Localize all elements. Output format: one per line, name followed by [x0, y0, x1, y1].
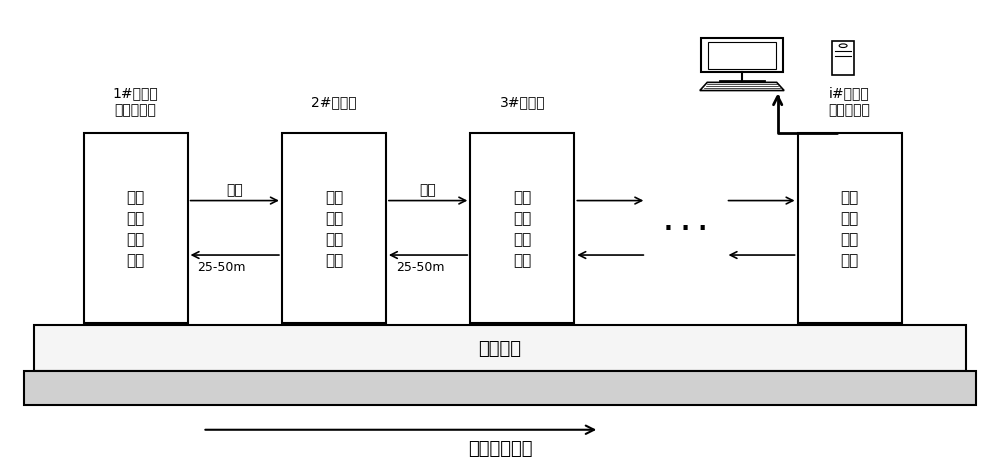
Text: · · ·: · · · [664, 216, 708, 240]
Text: 激光: 激光 [420, 183, 436, 197]
FancyBboxPatch shape [798, 133, 902, 324]
Text: 无砟轨道: 无砟轨道 [479, 339, 522, 357]
FancyBboxPatch shape [832, 42, 854, 75]
Text: 图像
式沉
降监
测仪: 图像 式沉 降监 测仪 [513, 189, 531, 267]
Text: 25-50m: 25-50m [396, 260, 444, 273]
Text: i#监测点
（基准点）: i#监测点 （基准点） [829, 86, 871, 117]
Text: 3#监测点: 3#监测点 [500, 94, 545, 108]
Text: 列车行进方向: 列车行进方向 [468, 439, 532, 457]
FancyBboxPatch shape [282, 133, 386, 324]
Text: 图像
式沉
降监
测仪: 图像 式沉 降监 测仪 [126, 189, 145, 267]
Text: 图像
式沉
降监
测仪: 图像 式沉 降监 测仪 [840, 189, 859, 267]
FancyBboxPatch shape [470, 133, 574, 324]
Polygon shape [700, 83, 784, 91]
FancyBboxPatch shape [701, 39, 783, 73]
FancyBboxPatch shape [34, 325, 966, 371]
Text: 1#监测点
（基准点）: 1#监测点 （基准点） [113, 86, 158, 117]
Text: 图像
式沉
降监
测仪: 图像 式沉 降监 测仪 [325, 189, 343, 267]
Text: 25-50m: 25-50m [198, 260, 246, 273]
Text: 激光: 激光 [226, 183, 243, 197]
FancyBboxPatch shape [24, 371, 976, 405]
FancyBboxPatch shape [84, 133, 188, 324]
FancyBboxPatch shape [708, 43, 776, 70]
Text: 2#监测点: 2#监测点 [311, 94, 357, 108]
